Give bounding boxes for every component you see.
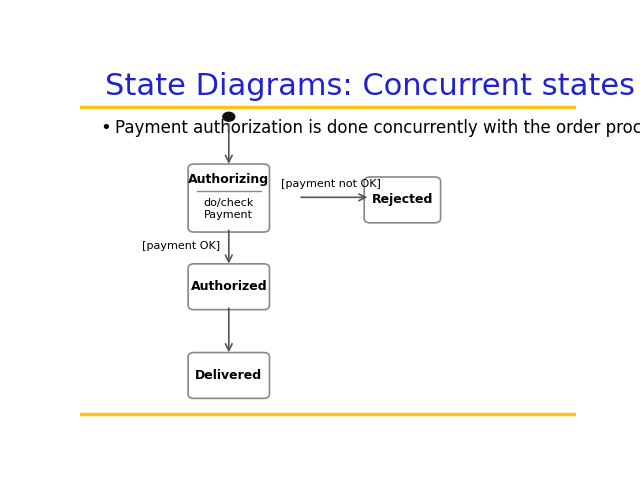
Text: Payment authorization is done concurrently with the order processing: Payment authorization is done concurrent… (115, 119, 640, 137)
FancyBboxPatch shape (188, 264, 269, 310)
Text: Rejected: Rejected (372, 193, 433, 206)
Text: Delivered: Delivered (195, 369, 262, 382)
FancyBboxPatch shape (364, 177, 440, 223)
FancyBboxPatch shape (188, 164, 269, 232)
Circle shape (223, 112, 235, 121)
Text: State Diagrams: Concurrent states: State Diagrams: Concurrent states (105, 72, 635, 101)
Text: Authorized: Authorized (191, 280, 267, 293)
Text: •: • (100, 119, 111, 137)
Text: do/check
Payment: do/check Payment (204, 199, 254, 220)
Text: Authorizing: Authorizing (188, 173, 269, 186)
Text: [payment OK]: [payment OK] (142, 241, 220, 251)
FancyBboxPatch shape (188, 352, 269, 398)
Text: [payment not OK]: [payment not OK] (280, 179, 380, 189)
